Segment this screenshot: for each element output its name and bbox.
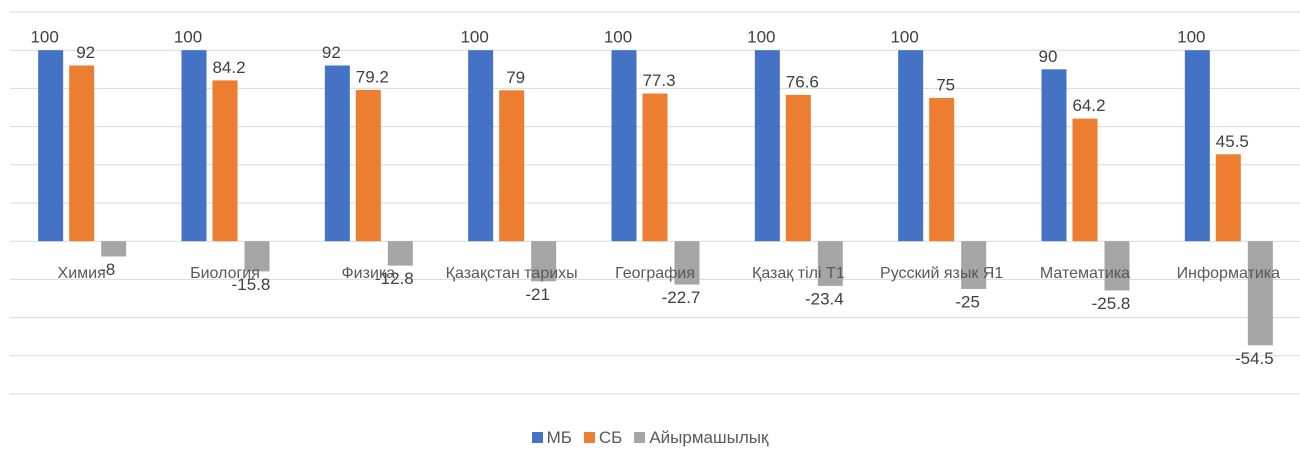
bar xyxy=(181,50,207,242)
data-label: -54.5 xyxy=(1235,349,1274,368)
bar xyxy=(642,93,668,242)
legend-item: СБ xyxy=(583,428,623,448)
data-label: 77.3 xyxy=(642,71,675,90)
legend-item: Айырмашылық xyxy=(634,428,768,448)
data-label: -12.8 xyxy=(375,269,414,288)
data-label: 100 xyxy=(747,28,775,47)
legend-label: Айырмашылық xyxy=(649,428,769,447)
data-label: -21 xyxy=(525,285,550,304)
data-label: 75 xyxy=(936,75,955,94)
bar xyxy=(1215,154,1241,242)
bar xyxy=(468,50,494,242)
x-tick-label: Биология xyxy=(190,265,260,282)
data-label: 45.5 xyxy=(1216,132,1249,151)
data-label: -25.8 xyxy=(1092,294,1131,313)
bar xyxy=(611,50,637,242)
bar xyxy=(499,90,525,242)
bar xyxy=(961,241,987,289)
data-label: 79.2 xyxy=(356,67,389,86)
bar xyxy=(754,50,780,242)
bar xyxy=(355,89,381,242)
legend-label: СБ xyxy=(598,428,623,447)
bar xyxy=(817,241,843,286)
bar xyxy=(929,97,955,242)
bar xyxy=(101,241,127,257)
data-label: 100 xyxy=(1177,28,1205,47)
legend-item: МБ xyxy=(531,428,572,448)
x-tick-label: Физика xyxy=(341,265,396,282)
data-label: 100 xyxy=(30,28,58,47)
legend: МБ СБ Айырмашылық xyxy=(0,428,1300,448)
bar xyxy=(1247,241,1273,346)
x-tick-label: Қазақ тілі Т1 xyxy=(752,265,845,282)
data-label: 64.2 xyxy=(1072,96,1105,115)
bar xyxy=(244,241,270,272)
bar xyxy=(324,65,350,242)
data-label: 100 xyxy=(174,28,202,47)
data-label: 100 xyxy=(890,28,918,47)
bar xyxy=(69,65,95,242)
bar xyxy=(785,94,811,242)
data-label: 92 xyxy=(322,43,341,62)
data-label: 90 xyxy=(1039,47,1058,66)
bar xyxy=(1041,69,1067,242)
data-label: 92 xyxy=(76,43,95,62)
data-label: -25 xyxy=(955,292,980,311)
bar xyxy=(1184,50,1210,242)
bar xyxy=(674,241,700,285)
legend-swatch xyxy=(634,432,646,443)
data-label: -23.4 xyxy=(805,289,844,308)
bar xyxy=(1072,118,1098,242)
data-label: 100 xyxy=(604,28,632,47)
x-tick-label: География xyxy=(615,265,695,282)
bar xyxy=(531,241,557,282)
x-tick-label: Химия xyxy=(57,265,106,282)
bar xyxy=(1104,241,1130,291)
x-tick-label: Математика xyxy=(1039,265,1131,282)
x-tick-label: Информатика xyxy=(1176,265,1280,282)
bar xyxy=(898,50,924,242)
x-tick-label: Қазақстан тарихы xyxy=(445,265,578,282)
data-label: -15.8 xyxy=(232,275,271,294)
data-label: 84.2 xyxy=(212,58,245,77)
bar xyxy=(212,80,238,242)
data-label: -22.7 xyxy=(662,288,701,307)
legend-swatch xyxy=(583,432,595,443)
data-label: -8 xyxy=(100,260,115,279)
x-tick-label: Русский язык Я1 xyxy=(880,265,1004,282)
plot: 100 100 92 100 100 100 100 90 100 92 84.2 79.2 79 77.… xyxy=(10,11,1300,395)
bar xyxy=(38,50,64,242)
data-label: 76.6 xyxy=(786,72,819,91)
data-label: 100 xyxy=(460,28,488,47)
legend-label: МБ xyxy=(546,428,572,447)
data-label: 79 xyxy=(506,68,525,87)
legend-swatch xyxy=(531,432,543,443)
bar xyxy=(387,241,413,266)
